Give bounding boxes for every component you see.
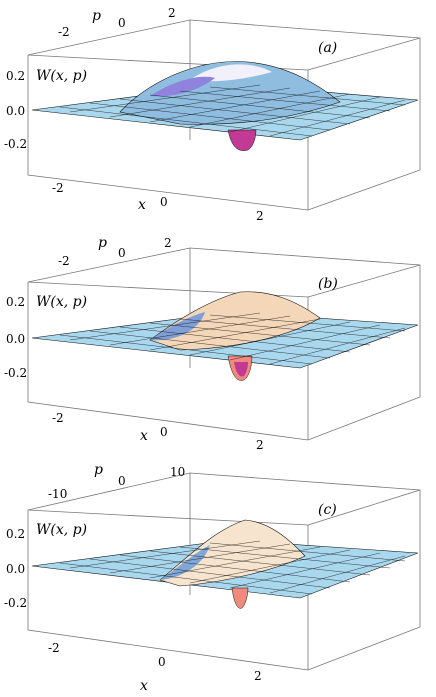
panel-b-ridge [149,291,321,351]
panel-a-x-tick-mid: 0 [160,195,168,209]
panel-a-z-tick-bot: -0.2 [4,137,27,151]
panel-b-z-tick-bot: -0.2 [4,366,27,380]
panel-c-x-tick-right: 2 [254,669,262,683]
panel-c-z-tick-mid: 0.0 [6,562,25,576]
panel-c-p-tick-right: 10 [170,465,185,479]
panel-a-p-tick-left: -2 [58,25,70,39]
panel-b-tag: (b) [318,276,338,292]
panel-b: (b) W(x, p) 0.2 0.0 -0.2 p -2 0 2 x -2 0… [4,235,421,452]
panel-b-z-tick-mid: 0.0 [6,332,25,346]
panel-a-ring-peak [119,61,341,125]
panel-c-z-tick-bot: -0.2 [4,596,27,610]
panel-a-tag: (a) [318,40,337,56]
panel-b-p-label: p [98,235,107,251]
panel-b-p-tick-right: 2 [164,236,172,250]
panel-b-x-label: x [140,428,148,444]
panel-a-surface [31,61,419,151]
panel-a-p-tick-mid: 0 [118,16,126,30]
panel-b-p-tick-mid: 0 [118,246,126,260]
panel-a-ring-highlight [190,64,272,82]
panel-c-z-tick-top: 0.2 [6,527,25,541]
panel-a-ring-violet [150,76,215,97]
panel-c-mesh [59,540,406,595]
panel-a-x-label: x [138,197,146,213]
panel-c-x-tick-mid: 0 [158,655,166,669]
panel-a-mesh [59,84,406,137]
panel-b-surface [31,291,419,381]
panel-c-surface [31,519,419,609]
panel-c-x-tick-left: -2 [48,641,60,655]
panel-a-dip [227,129,257,151]
panel-a-p-label: p [92,8,101,24]
panel-a-p-tick-right: 2 [168,6,176,20]
panel-b-x-tick-mid: 0 [160,425,168,439]
panel-a-x-tick-left: -2 [52,181,64,195]
panel-c: (c) W(x, p) 0.2 0.0 -0.2 p -10 0 10 x -2… [4,462,421,694]
panel-a-w-label: W(x, p) [36,68,87,84]
panel-c-p-tick-mid: 0 [118,474,126,488]
panel-b-ridge-shadow [150,312,205,341]
panel-a-z-tick-mid: 0.0 [6,104,25,118]
panel-c-dip [231,587,249,609]
panel-c-x-label: x [140,678,148,694]
panel-a-x-tick-right: 2 [256,209,264,223]
panel-b-mesh [59,312,406,365]
panel-b-x-tick-right: 2 [256,438,264,452]
panel-a-z-tick-top: 0.2 [6,69,25,83]
panel-c-p-tick-left: -10 [48,487,67,501]
panel-b-w-label: W(x, p) [36,294,87,310]
panel-b-z-tick-top: 0.2 [6,295,25,309]
panel-b-p-tick-left: -2 [58,254,70,268]
panel-b-x-tick-left: -2 [52,411,64,425]
panel-c-tag: (c) [318,502,337,518]
panel-a: (a) W(x, p) 0.2 0.0 -0.2 p -2 0 2 x -2 0… [4,6,421,223]
panel-b-dip-core [234,362,248,377]
panel-c-p-label: p [94,462,103,478]
panel-c-w-label: W(x, p) [36,522,87,538]
